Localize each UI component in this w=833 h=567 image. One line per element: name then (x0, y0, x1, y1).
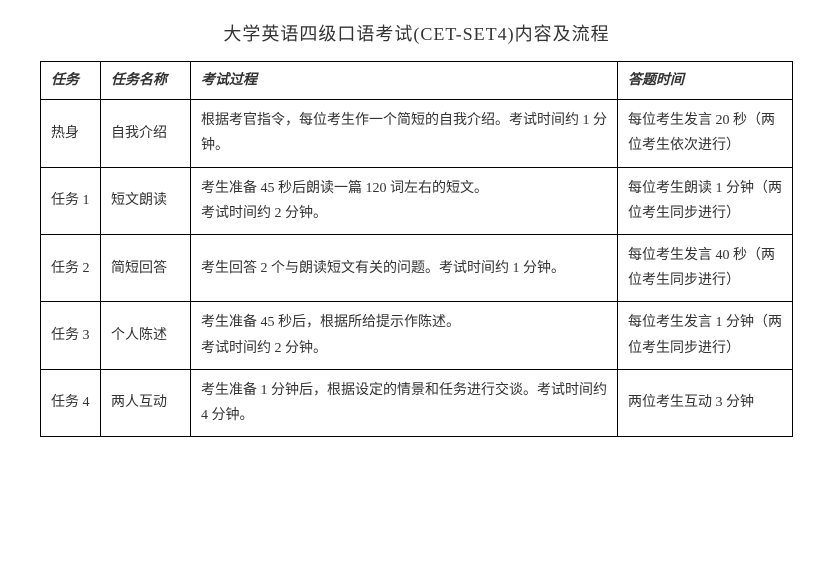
cell-process: 考生准备 45 秒后，根据所给提示作陈述。考试时间约 2 分钟。 (191, 302, 618, 369)
header-time: 答题时间 (618, 62, 793, 100)
cell-time: 每位考生朗读 1 分钟（两位考生同步进行） (618, 167, 793, 234)
cell-process: 根据考官指令，每位考生作一个简短的自我介绍。考试时间约 1 分钟。 (191, 100, 618, 167)
cell-task: 热身 (41, 100, 101, 167)
cell-time: 每位考生发言 1 分钟（两位考生同步进行） (618, 302, 793, 369)
cell-name: 个人陈述 (101, 302, 191, 369)
cell-task: 任务 4 (41, 369, 101, 436)
table-row: 任务 3 个人陈述 考生准备 45 秒后，根据所给提示作陈述。考试时间约 2 分… (41, 302, 793, 369)
table-row: 任务 4 两人互动 考生准备 1 分钟后，根据设定的情景和任务进行交谈。考试时间… (41, 369, 793, 436)
cell-process: 考生准备 1 分钟后，根据设定的情景和任务进行交谈。考试时间约 4 分钟。 (191, 369, 618, 436)
header-process: 考试过程 (191, 62, 618, 100)
cell-time: 每位考生发言 40 秒（两位考生同步进行） (618, 234, 793, 301)
header-task: 任务 (41, 62, 101, 100)
cell-task: 任务 1 (41, 167, 101, 234)
cell-time: 每位考生发言 20 秒（两位考生依次进行） (618, 100, 793, 167)
cell-name: 短文朗读 (101, 167, 191, 234)
exam-table: 任务 任务名称 考试过程 答题时间 热身 自我介绍 根据考官指令，每位考生作一个… (40, 61, 793, 437)
cell-name: 简短回答 (101, 234, 191, 301)
cell-name: 自我介绍 (101, 100, 191, 167)
header-name: 任务名称 (101, 62, 191, 100)
table-header-row: 任务 任务名称 考试过程 答题时间 (41, 62, 793, 100)
table-row: 任务 2 简短回答 考生回答 2 个与朗读短文有关的问题。考试时间约 1 分钟。… (41, 234, 793, 301)
page-title: 大学英语四级口语考试(CET-SET4)内容及流程 (40, 20, 793, 46)
cell-name: 两人互动 (101, 369, 191, 436)
cell-process: 考生准备 45 秒后朗读一篇 120 词左右的短文。考试时间约 2 分钟。 (191, 167, 618, 234)
cell-task: 任务 2 (41, 234, 101, 301)
cell-task: 任务 3 (41, 302, 101, 369)
table-row: 任务 1 短文朗读 考生准备 45 秒后朗读一篇 120 词左右的短文。考试时间… (41, 167, 793, 234)
cell-time: 两位考生互动 3 分钟 (618, 369, 793, 436)
table-row: 热身 自我介绍 根据考官指令，每位考生作一个简短的自我介绍。考试时间约 1 分钟… (41, 100, 793, 167)
cell-process: 考生回答 2 个与朗读短文有关的问题。考试时间约 1 分钟。 (191, 234, 618, 301)
